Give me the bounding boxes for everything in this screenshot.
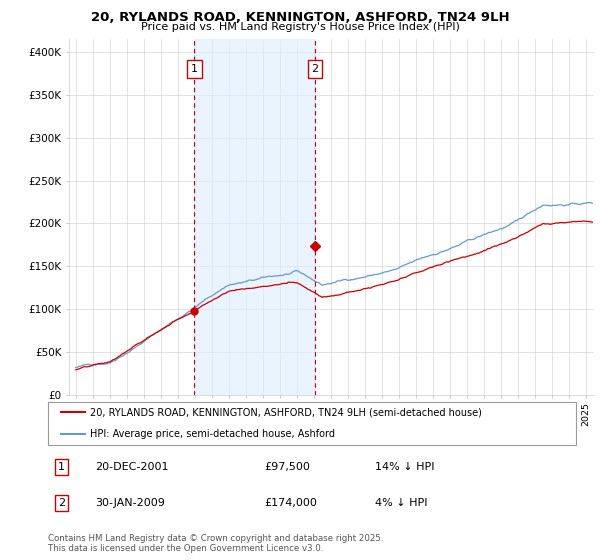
- Text: Contains HM Land Registry data © Crown copyright and database right 2025.
This d: Contains HM Land Registry data © Crown c…: [48, 534, 383, 553]
- Text: 20, RYLANDS ROAD, KENNINGTON, ASHFORD, TN24 9LH: 20, RYLANDS ROAD, KENNINGTON, ASHFORD, T…: [91, 11, 509, 24]
- Text: 4% ↓ HPI: 4% ↓ HPI: [376, 498, 428, 508]
- Text: 14% ↓ HPI: 14% ↓ HPI: [376, 462, 435, 472]
- Text: HPI: Average price, semi-detached house, Ashford: HPI: Average price, semi-detached house,…: [90, 430, 335, 439]
- Text: 30-JAN-2009: 30-JAN-2009: [95, 498, 166, 508]
- Bar: [194, 39, 315, 395]
- Text: 1: 1: [191, 64, 198, 74]
- Text: 1: 1: [58, 462, 65, 472]
- Text: Price paid vs. HM Land Registry's House Price Index (HPI): Price paid vs. HM Land Registry's House …: [140, 22, 460, 32]
- Text: 20-DEC-2001: 20-DEC-2001: [95, 462, 169, 472]
- Text: £174,000: £174,000: [265, 498, 317, 508]
- Text: £97,500: £97,500: [265, 462, 310, 472]
- Text: 2: 2: [58, 498, 65, 508]
- Text: 20, RYLANDS ROAD, KENNINGTON, ASHFORD, TN24 9LH (semi-detached house): 20, RYLANDS ROAD, KENNINGTON, ASHFORD, T…: [90, 408, 482, 417]
- Text: 2: 2: [311, 64, 319, 74]
